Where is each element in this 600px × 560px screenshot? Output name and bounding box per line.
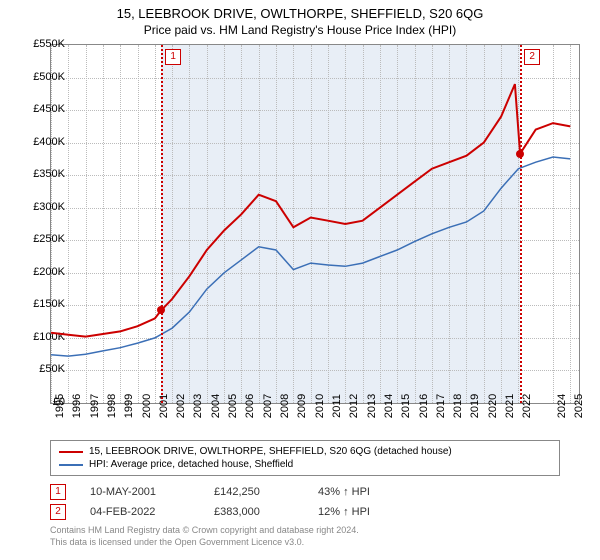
legend-row: HPI: Average price, detached house, Shef… — [59, 458, 551, 471]
series-line — [51, 157, 570, 356]
sales-table: 1 10-MAY-2001 £142,250 43% ↑ HPI 2 04-FEB-202… — [50, 482, 370, 522]
sales-row-date: 04-FEB-2022 — [90, 506, 190, 518]
chart-plot-area: 12 — [50, 44, 580, 404]
chart-lines — [51, 45, 579, 403]
sale-label: 2 — [524, 49, 540, 65]
sale-label: 1 — [165, 49, 181, 65]
legend-label: 15, LEEBROOK DRIVE, OWLTHORPE, SHEFFIELD… — [89, 446, 452, 457]
footer-attribution: Contains HM Land Registry data © Crown c… — [50, 525, 359, 548]
page-title: 15, LEEBROOK DRIVE, OWLTHORPE, SHEFFIELD… — [0, 0, 600, 21]
footer-line-1: Contains HM Land Registry data © Crown c… — [50, 525, 359, 537]
sales-row-date: 10-MAY-2001 — [90, 486, 190, 498]
sales-row-delta: 12% ↑ HPI — [318, 506, 370, 518]
legend-swatch — [59, 464, 83, 466]
chart-legend: 15, LEEBROOK DRIVE, OWLTHORPE, SHEFFIELD… — [50, 440, 560, 476]
legend-label: HPI: Average price, detached house, Shef… — [89, 459, 293, 470]
sales-row-price: £142,250 — [214, 486, 294, 498]
sales-row: 1 10-MAY-2001 £142,250 43% ↑ HPI — [50, 482, 370, 502]
legend-swatch — [59, 451, 83, 453]
sale-line — [161, 45, 163, 403]
page-subtitle: Price paid vs. HM Land Registry's House … — [0, 21, 600, 41]
footer-line-2: This data is licensed under the Open Gov… — [50, 537, 359, 549]
legend-row: 15, LEEBROOK DRIVE, OWLTHORPE, SHEFFIELD… — [59, 445, 551, 458]
sale-marker — [157, 306, 165, 314]
series-line — [51, 84, 570, 337]
sale-marker — [516, 150, 524, 158]
sales-row-num: 2 — [50, 504, 66, 520]
sale-line — [520, 45, 522, 403]
chart-container: { "title": "15, LEEBROOK DRIVE, OWLTHORP… — [0, 0, 600, 560]
sales-row: 2 04-FEB-2022 £383,000 12% ↑ HPI — [50, 502, 370, 522]
sales-row-price: £383,000 — [214, 506, 294, 518]
sales-row-delta: 43% ↑ HPI — [318, 486, 370, 498]
sales-row-num: 1 — [50, 484, 66, 500]
